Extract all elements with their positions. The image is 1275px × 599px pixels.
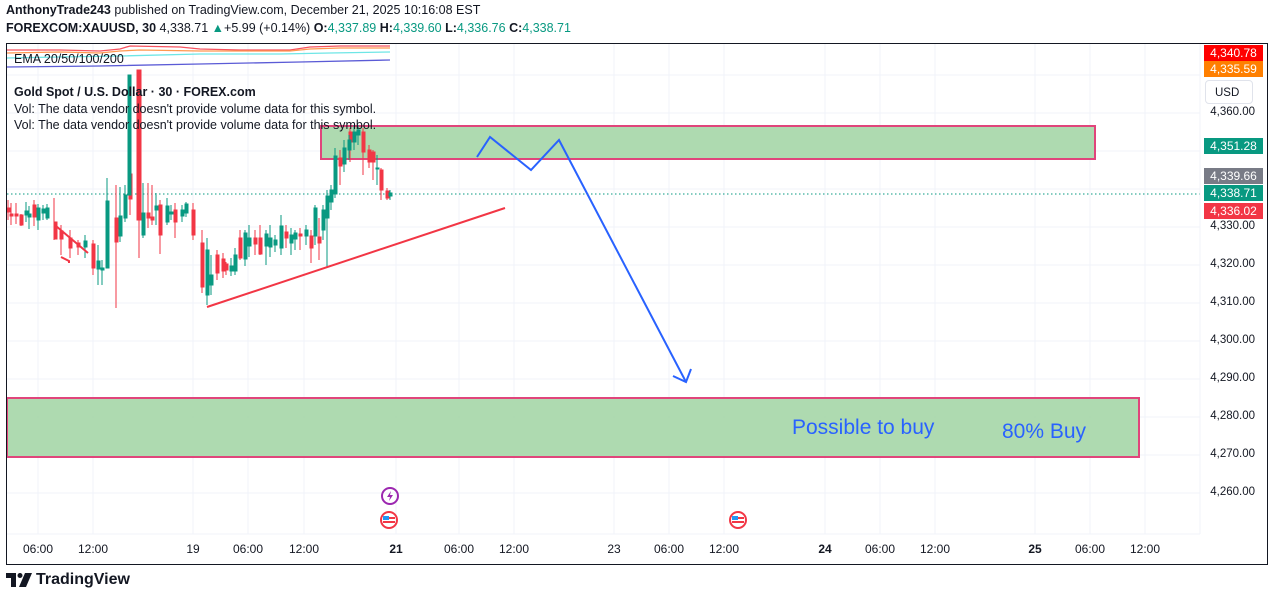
- price-tag-last: 4,338.71: [1204, 185, 1263, 201]
- symbol-ohlc-bar: FOREXCOM:XAUUSD, 30 4,338.71 ▲+5.99 (+0.…: [6, 21, 571, 35]
- ema-lines: [6, 45, 391, 68]
- x-tick: 24: [818, 542, 832, 556]
- legend-volume-1: Vol: The data vendor doesn't provide vol…: [14, 101, 377, 116]
- x-tick: 12:00: [708, 542, 740, 556]
- price-tag-zone: 4,351.28: [1204, 138, 1263, 154]
- open-value: 4,337.89: [327, 21, 377, 35]
- y-tick: 4,300.00: [1210, 334, 1255, 346]
- currency-button[interactable]: USD: [1205, 80, 1253, 104]
- y-tick: 4,270.00: [1210, 448, 1255, 460]
- price-tag-low: 4,336.02: [1204, 203, 1263, 219]
- y-tick: 4,280.00: [1210, 410, 1255, 422]
- x-tick: 12:00: [77, 542, 109, 556]
- high-value: 4,339.60: [392, 21, 442, 35]
- close-label: C:: [509, 21, 523, 35]
- buy-zone-rectangle[interactable]: [6, 397, 1140, 458]
- high-label: H:: [379, 21, 393, 35]
- y-tick: 4,260.00: [1210, 486, 1255, 498]
- x-tick: 12:00: [288, 542, 320, 556]
- tradingview-logo[interactable]: TradingView: [6, 571, 130, 589]
- annotation-buy-percent[interactable]: 80% Buy: [1002, 420, 1087, 443]
- x-tick: 06:00: [443, 542, 475, 556]
- x-tick: 06:00: [22, 542, 54, 556]
- price-tag-ema20: 4,340.78: [1204, 45, 1263, 61]
- x-tick: 21: [389, 542, 403, 556]
- y-tick: 4,310.00: [1210, 296, 1255, 308]
- last-price: 4,338.71: [159, 21, 209, 35]
- y-tick: 4,360.00: [1210, 106, 1255, 118]
- author-name[interactable]: AnthonyTrade243: [6, 3, 111, 17]
- x-tick: 25: [1028, 542, 1042, 556]
- legend-title[interactable]: Gold Spot / U.S. Dollar · 30 · FOREX.com: [14, 85, 256, 99]
- resistance-zone-rectangle[interactable]: [320, 125, 1096, 160]
- brand-name: TradingView: [36, 571, 130, 588]
- change-arrow-icon: ▲: [211, 21, 225, 35]
- flag-drawing[interactable]: [55, 225, 89, 263]
- ascending-trendline[interactable]: [206, 207, 506, 308]
- us-flag-event-icon[interactable]: [380, 511, 398, 529]
- price-change: +5.99 (+0.14%): [224, 21, 311, 35]
- annotation-possible-to-buy[interactable]: Possible to buy: [792, 416, 935, 439]
- y-tick: 4,290.00: [1210, 372, 1255, 384]
- x-tick: 12:00: [1129, 542, 1161, 556]
- low-label: L:: [445, 21, 457, 35]
- published-text: published on TradingView.com, December 2…: [110, 3, 481, 17]
- legend-volume-2: Vol: The data vendor doesn't provide vol…: [14, 118, 377, 132]
- us-flag-event-icon[interactable]: [729, 511, 747, 529]
- chart-frame: [6, 43, 1268, 565]
- symbol-label: FOREXCOM:XAUUSD, 30: [6, 21, 157, 35]
- x-tick: 12:00: [498, 542, 530, 556]
- low-value: 4,336.76: [456, 21, 506, 35]
- ema-indicator-label[interactable]: EMA 20/50/100/200: [14, 52, 124, 66]
- x-tick: 06:00: [1074, 542, 1106, 556]
- open-label: O:: [313, 21, 328, 35]
- x-tick: 06:00: [653, 542, 685, 556]
- publish-info: AnthonyTrade243 published on TradingView…: [6, 3, 480, 17]
- tradingview-logo-icon: [6, 573, 32, 587]
- x-tick: 12:00: [919, 542, 951, 556]
- projection-path[interactable]: [476, 135, 692, 384]
- x-tick: 23: [607, 542, 621, 556]
- x-tick: 06:00: [864, 542, 896, 556]
- y-tick: 4,320.00: [1210, 258, 1255, 270]
- price-tag-high: 4,339.66: [1204, 168, 1263, 184]
- x-tick: 19: [186, 542, 200, 556]
- lightning-event-icon[interactable]: [381, 487, 399, 505]
- y-tick: 4,330.00: [1210, 220, 1255, 232]
- chart-legend: Gold Spot / U.S. Dollar · 30 · FOREX.com…: [14, 84, 376, 134]
- price-tag-ema50: 4,335.59: [1204, 61, 1263, 77]
- close-value: 4,338.71: [522, 21, 571, 35]
- candlesticks: [6, 69, 393, 308]
- x-tick: 06:00: [232, 542, 264, 556]
